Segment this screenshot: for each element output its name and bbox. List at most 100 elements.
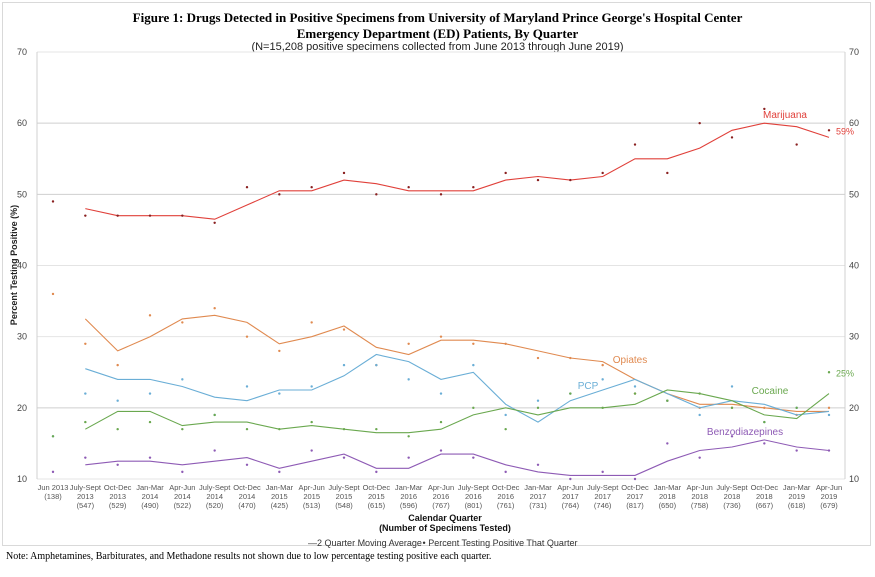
data-point-cocaine: [310, 420, 313, 424]
x-tick-label: Apr-Jun: [816, 483, 842, 492]
data-point-marijuana: [536, 178, 540, 182]
data-point-marijuana: [310, 186, 313, 189]
y-tick-label-right: 50: [849, 189, 859, 199]
data-point-cocaine: [148, 420, 152, 424]
data-point-marijuana: [213, 221, 216, 224]
data-point-marijuana: [116, 214, 119, 217]
data-point-opiates: [51, 292, 55, 296]
data-point-cocaine: [116, 427, 119, 431]
data-point-marijuana: [51, 200, 55, 203]
series-label-opiates: Opiates: [613, 355, 647, 366]
data-point-opiates: [504, 342, 507, 345]
data-point-marijuana: [278, 193, 281, 196]
data-point-benzodiazepines: [116, 463, 119, 466]
x-tick-label: July-Sept: [458, 483, 490, 492]
data-point-cocaine: [181, 427, 184, 431]
x-tick-year: 2017: [562, 492, 579, 501]
chart-note: Note: Amphetamines, Barbiturates, and Me…: [6, 551, 492, 562]
x-tick-label: July-Sept: [70, 483, 102, 492]
data-point-cocaine: [342, 427, 346, 431]
x-tick-count: (758): [691, 501, 709, 510]
x-tick-label: Apr-Jun: [428, 483, 454, 492]
y-tick-label-left: 40: [17, 261, 27, 271]
data-point-pcp: [407, 378, 410, 381]
data-point-cocaine: [407, 435, 410, 438]
data-point-cocaine: [795, 406, 798, 410]
x-tick-count: (618): [788, 501, 806, 510]
data-point-cocaine: [536, 406, 540, 410]
data-point-opiates: [601, 363, 604, 367]
legend-moving-average: —2 Quarter Moving Average: [308, 538, 422, 548]
x-axis-title: Calendar Quarter: [408, 513, 482, 523]
y-tick-label-right: 20: [849, 403, 859, 413]
series-line-opiates: [84, 314, 829, 412]
data-point-benzodiazepines: [536, 463, 540, 466]
data-point-pcp: [472, 363, 475, 367]
x-tick-year: 2018: [691, 492, 708, 501]
data-point-benzodiazepines: [375, 470, 378, 474]
x-tick-year: 2017: [627, 492, 644, 501]
data-point-pcp: [148, 392, 152, 395]
x-axis-subtitle: (Number of Specimens Tested): [379, 523, 511, 533]
data-point-marijuana: [148, 214, 152, 217]
data-point-opiates: [472, 342, 475, 345]
data-point-benzodiazepines: [827, 449, 831, 452]
x-tick-count: (529): [109, 501, 127, 510]
end-value-label-cocaine: 25%: [836, 368, 854, 378]
x-tick-year: 2018: [756, 492, 773, 501]
data-point-marijuana: [407, 186, 410, 189]
x-tick-count: (667): [756, 501, 774, 510]
data-point-benzodiazepines: [51, 470, 55, 474]
x-tick-year: 2016: [400, 492, 417, 501]
data-point-marijuana: [795, 143, 798, 146]
end-value-label-marijuana: 59%: [836, 126, 854, 136]
x-tick-count: (138): [44, 492, 62, 501]
y-tick-label-left: 60: [17, 118, 27, 128]
x-tick-year: 2014: [142, 492, 159, 501]
data-point-opiates: [148, 314, 152, 317]
data-point-pcp: [116, 399, 119, 402]
x-tick-label: Oct-Dec: [233, 483, 261, 492]
data-point-benzodiazepines: [342, 456, 346, 459]
x-tick-label: Jan-Mar: [524, 483, 552, 492]
data-point-benzodiazepines: [84, 456, 87, 459]
data-point-cocaine: [84, 420, 87, 424]
data-point-cocaine: [569, 392, 572, 395]
data-point-benzodiazepines: [730, 435, 734, 438]
data-point-pcp: [375, 363, 378, 367]
data-point-pcp: [601, 378, 604, 381]
x-tick-count: (425): [271, 501, 289, 510]
x-tick-year: 2014: [239, 492, 256, 501]
data-point-benzodiazepines: [601, 470, 604, 474]
x-tick-label: Jan-Mar: [783, 483, 811, 492]
series-line-benzodiazepines: [85, 439, 830, 476]
data-point-marijuana: [666, 171, 669, 175]
data-point-marijuana: [472, 186, 475, 189]
data-point-benzodiazepines: [213, 449, 216, 452]
x-tick-count: (547): [77, 501, 95, 510]
data-point-opiates: [407, 342, 410, 345]
data-point-opiates: [310, 321, 313, 324]
y-tick-label-right: 10: [849, 474, 859, 484]
x-tick-count: (650): [659, 501, 677, 510]
chart-title-line2: Emergency Department (ED) Patients, By Q…: [296, 26, 579, 41]
x-tick-count: (679): [820, 501, 838, 510]
data-point-pcp: [278, 392, 281, 395]
series-line-pcp: [85, 353, 830, 423]
data-point-pcp: [730, 385, 734, 388]
data-point-opiates: [536, 356, 540, 360]
data-point-opiates: [181, 321, 184, 324]
x-tick-count: (817): [626, 501, 644, 510]
data-point-cocaine: [601, 406, 604, 410]
data-point-benzodiazepines: [666, 442, 669, 445]
chart-title: Figure 1: Drugs Detected in Positive Spe…: [132, 10, 743, 25]
x-tick-count: (767): [432, 501, 450, 510]
data-point-opiates: [245, 335, 249, 338]
chart-subtitle: (N=15,208 positive specimens collected f…: [251, 41, 624, 53]
data-point-cocaine: [698, 392, 701, 395]
data-point-cocaine: [439, 420, 443, 424]
y-tick-label-right: 30: [849, 332, 859, 342]
x-tick-year: 2013: [77, 492, 94, 501]
data-point-benzodiazepines: [633, 477, 637, 481]
data-point-benzodiazepines: [148, 456, 152, 459]
